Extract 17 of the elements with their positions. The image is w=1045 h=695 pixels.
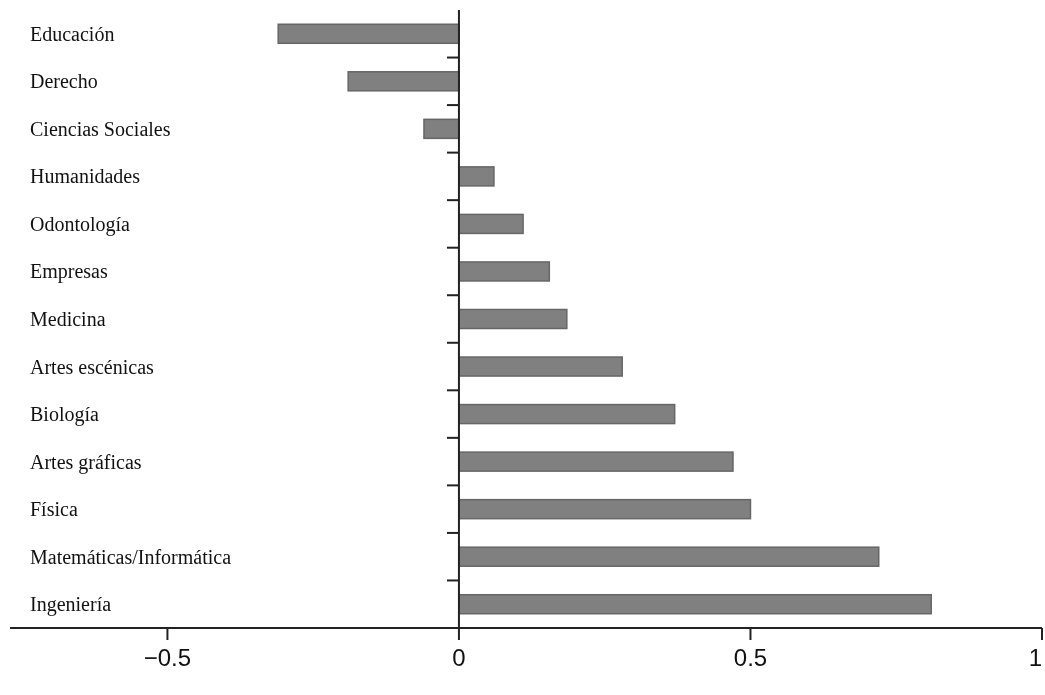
y-tick-label: Biología bbox=[30, 403, 100, 427]
y-tick-label: Empresas bbox=[30, 260, 108, 284]
y-tick-label: Ingeniería bbox=[30, 593, 112, 617]
y-tick-label: Ciencias Sociales bbox=[30, 117, 171, 140]
x-tick-label: 0 bbox=[452, 644, 466, 671]
y-tick-label: Artes gráficas bbox=[30, 450, 142, 474]
y-tick-label: Odontología bbox=[30, 212, 131, 236]
y-tick-label: Derecho bbox=[30, 70, 98, 93]
x-tick-label: 1 bbox=[1028, 644, 1042, 671]
y-tick-label: Humanidades bbox=[30, 165, 141, 188]
x-tick-label: −0.5 bbox=[143, 644, 192, 671]
y-tick-label: Medicina bbox=[30, 308, 106, 330]
x-tick-label: 0.5 bbox=[733, 644, 768, 671]
y-tick-label: Artes escénicas bbox=[30, 355, 155, 378]
y-tick-label: Educación bbox=[30, 22, 115, 45]
y-tick-label: Física bbox=[30, 498, 78, 521]
y-tick-label: Matemáticas/Informática bbox=[30, 545, 232, 568]
